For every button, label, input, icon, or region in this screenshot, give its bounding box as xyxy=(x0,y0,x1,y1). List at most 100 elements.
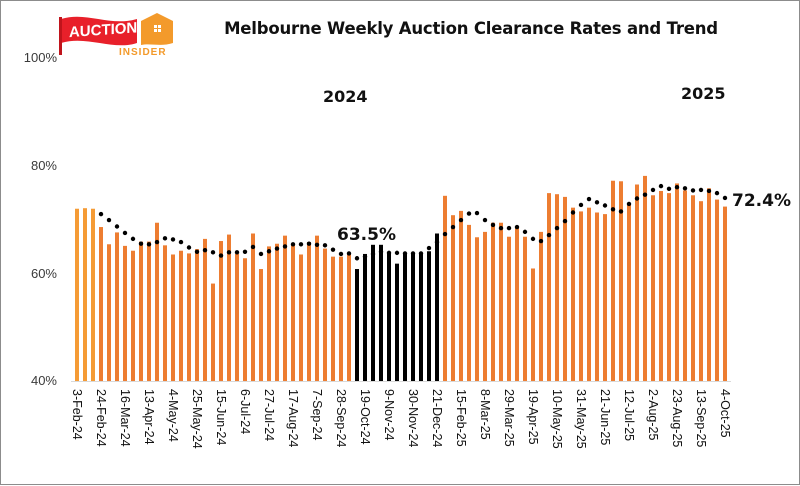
bar xyxy=(595,212,599,381)
trend-point xyxy=(466,211,472,216)
trend-series xyxy=(98,183,728,261)
bar xyxy=(99,227,103,381)
bar xyxy=(267,246,271,381)
x-tick-label: 15-Jun-24 xyxy=(214,389,228,446)
bar xyxy=(555,194,559,381)
trend-point xyxy=(98,211,104,217)
bar xyxy=(635,184,639,381)
trend-point xyxy=(674,185,680,190)
bar xyxy=(683,190,687,381)
x-tick-label: 25-May-24 xyxy=(190,389,204,449)
trend-point xyxy=(546,232,552,238)
bar xyxy=(219,241,223,381)
y-tick-label: 60% xyxy=(30,266,57,281)
bar xyxy=(603,214,607,381)
trend-point xyxy=(290,242,296,247)
trend-point xyxy=(554,225,560,231)
bar xyxy=(155,222,159,381)
year-label-2024: 2024 xyxy=(323,87,368,106)
y-tick-label: 100% xyxy=(23,50,57,65)
x-tick-label: 9-Nov-24 xyxy=(382,389,396,441)
x-tick-label: 4-Oct-25 xyxy=(718,389,732,438)
trend-point xyxy=(202,247,208,253)
trend-point xyxy=(250,244,256,250)
bar xyxy=(483,231,487,381)
trend-point xyxy=(482,217,488,223)
bar xyxy=(723,206,727,381)
trend-point xyxy=(394,250,400,256)
trend-point xyxy=(418,251,424,256)
trend-point xyxy=(234,250,240,255)
bar xyxy=(403,252,407,381)
bar xyxy=(507,236,511,381)
trend-point xyxy=(514,224,520,230)
trend-point xyxy=(282,244,288,249)
trend-point xyxy=(562,218,568,224)
bar xyxy=(123,245,127,381)
x-tick-label: 12-Jul-25 xyxy=(622,389,636,442)
x-tick-label: 13-Apr-24 xyxy=(142,389,156,445)
trend-point xyxy=(714,190,720,196)
auction-insider-logo: AUCTION INSIDER xyxy=(57,13,187,59)
trend-point xyxy=(634,196,640,201)
trend-point xyxy=(114,224,120,229)
bar xyxy=(91,208,95,381)
trend-point xyxy=(442,231,448,237)
bar xyxy=(163,245,167,381)
bar xyxy=(707,188,711,381)
trend-point xyxy=(330,247,336,252)
bar xyxy=(547,193,551,381)
bar xyxy=(339,256,343,381)
logo-flag-shape xyxy=(61,16,137,46)
trend-point xyxy=(578,202,584,208)
x-tick-label: 24-Feb-24 xyxy=(94,389,108,447)
trend-point xyxy=(346,251,352,256)
trend-point xyxy=(314,242,320,248)
trend-point xyxy=(522,229,528,235)
trend-point xyxy=(106,217,112,223)
trend-point xyxy=(130,236,136,242)
x-tick-label: 29-Mar-25 xyxy=(502,389,516,447)
trend-point xyxy=(642,192,648,197)
bar xyxy=(83,208,87,381)
trend-point xyxy=(658,183,664,189)
bar xyxy=(643,175,647,381)
trend-point xyxy=(538,238,544,244)
trend-point xyxy=(210,250,216,255)
trend-point xyxy=(162,236,168,241)
trend-point xyxy=(450,224,456,230)
bar-series xyxy=(71,175,731,382)
bar xyxy=(467,224,471,381)
trend-point xyxy=(618,209,624,214)
bar xyxy=(627,203,631,381)
bar xyxy=(299,254,303,381)
x-tick-label: 4-May-24 xyxy=(166,389,180,442)
x-tick-label: 19-Apr-25 xyxy=(526,389,540,445)
bar xyxy=(499,222,503,381)
x-tick-label: 3-Feb-24 xyxy=(70,389,84,440)
trend-point xyxy=(586,196,592,202)
x-tick-label: 15-Feb-25 xyxy=(454,389,468,447)
trend-point xyxy=(306,241,312,246)
bar xyxy=(587,207,591,381)
bar xyxy=(579,211,583,381)
bar xyxy=(435,233,439,381)
annotation-low: 63.5% xyxy=(337,225,396,245)
bar xyxy=(235,253,239,381)
trend-point xyxy=(458,217,464,223)
bar xyxy=(419,252,423,381)
bar xyxy=(243,258,247,381)
bar xyxy=(259,269,263,381)
x-tick-label: 21-Dec-24 xyxy=(430,389,444,448)
x-tick-label: 17-Aug-24 xyxy=(286,389,300,448)
bar xyxy=(691,195,695,381)
bar xyxy=(179,250,183,381)
bar xyxy=(651,195,655,381)
trend-point xyxy=(666,186,672,192)
trend-point xyxy=(362,254,368,259)
trend-point xyxy=(258,251,264,257)
trend-point xyxy=(722,195,728,201)
trend-point xyxy=(186,245,192,250)
bar xyxy=(387,251,391,381)
